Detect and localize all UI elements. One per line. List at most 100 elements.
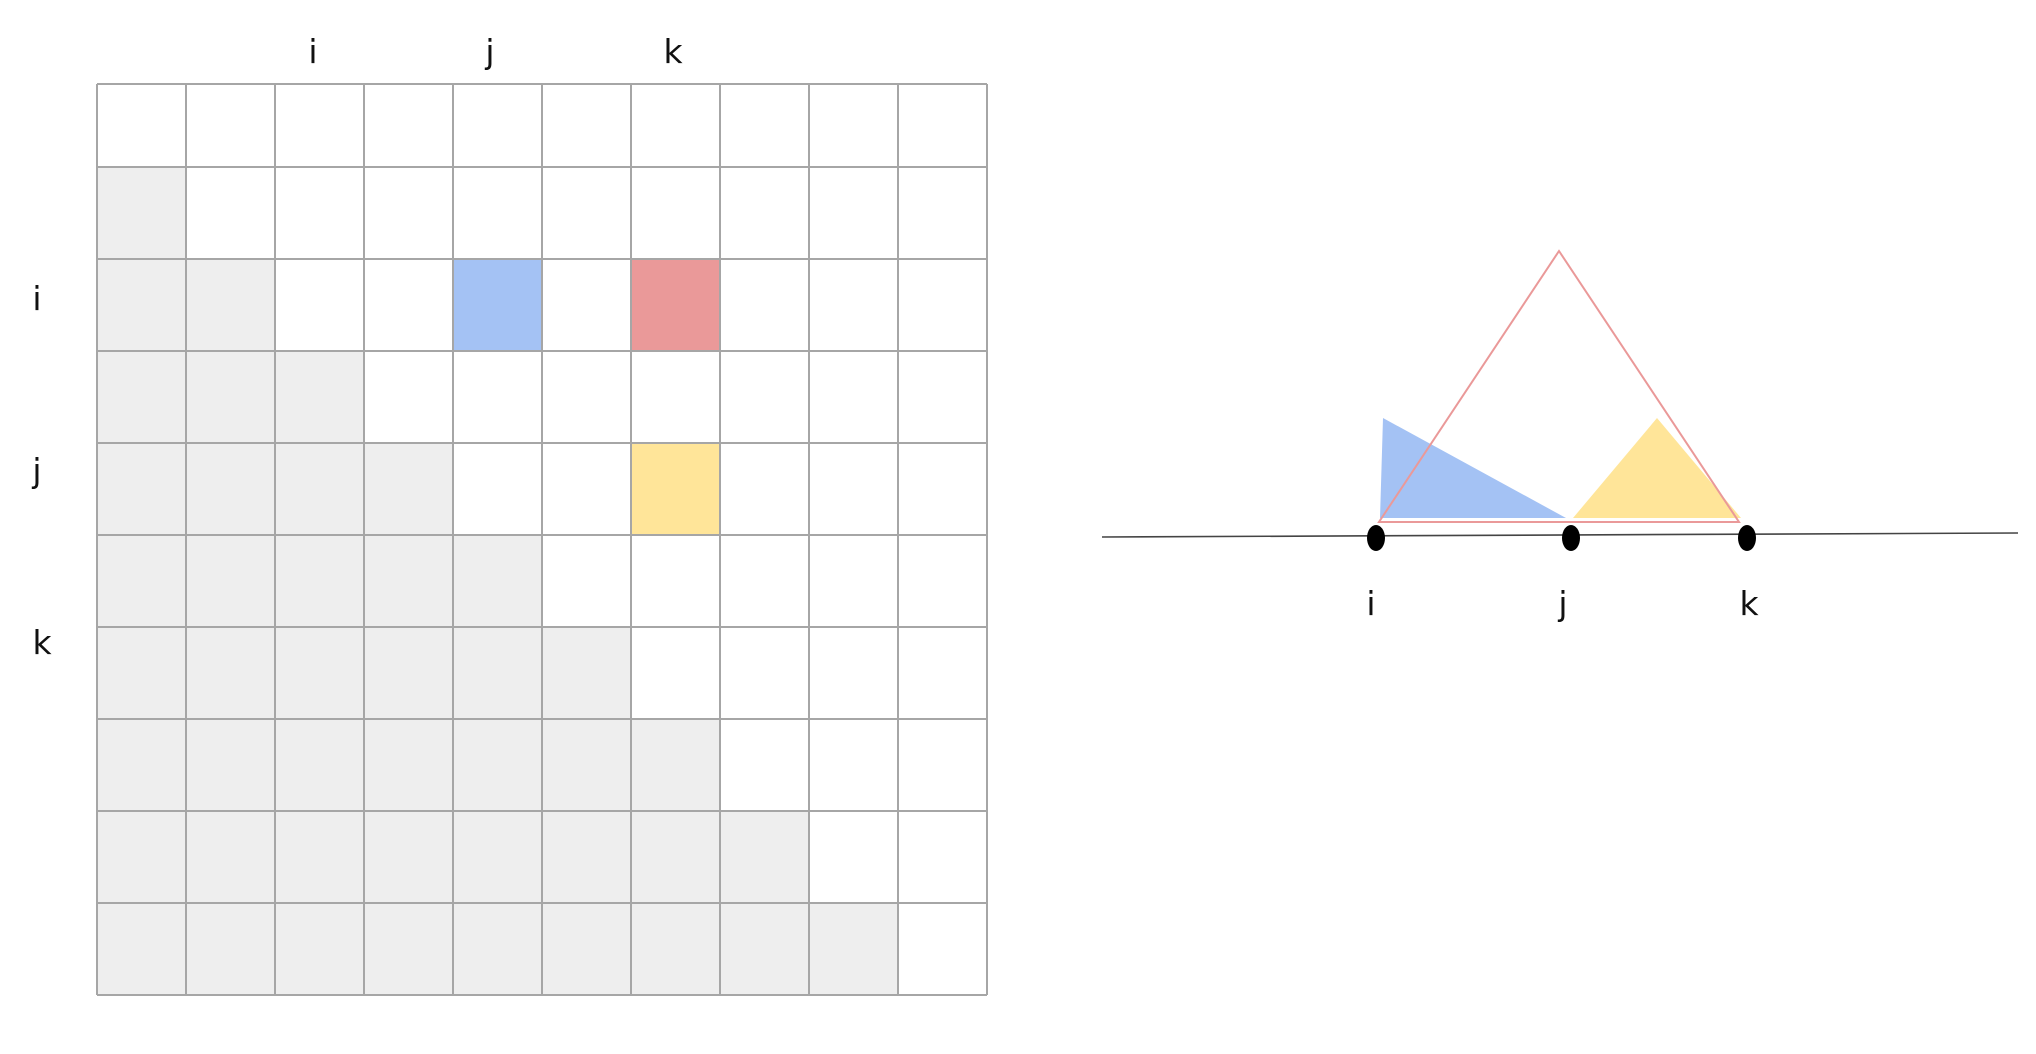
highlighted-cell-border xyxy=(630,442,721,536)
matrix-cell xyxy=(275,811,364,903)
matrix-cell xyxy=(364,811,453,903)
point-label-j: j xyxy=(1557,584,1567,623)
matrix-cell xyxy=(809,84,898,167)
matrix-cell xyxy=(97,167,186,259)
matrix-cell xyxy=(542,811,631,903)
matrix-cell xyxy=(186,167,275,259)
matrix-cell xyxy=(97,535,186,627)
matrix-cell xyxy=(720,259,809,351)
left-subtree-triangle xyxy=(1376,418,1566,518)
matrix-cell xyxy=(453,627,542,719)
matrix-cell xyxy=(275,351,364,443)
matrix-cell xyxy=(453,535,542,627)
matrix-cell xyxy=(809,535,898,627)
matrix-cell xyxy=(720,535,809,627)
matrix-cell xyxy=(186,719,275,811)
highlighted-cell xyxy=(631,259,720,351)
matrix-cell xyxy=(631,84,720,167)
matrix-cell xyxy=(720,903,809,995)
matrix-cell xyxy=(542,535,631,627)
matrix-cell xyxy=(275,903,364,995)
matrix-cell xyxy=(97,719,186,811)
matrix-cell xyxy=(542,627,631,719)
matrix-cell xyxy=(364,84,453,167)
row-label-j: j xyxy=(31,451,41,490)
matrix-cell xyxy=(720,167,809,259)
matrix-cell xyxy=(631,627,720,719)
matrix-cell xyxy=(898,259,987,351)
matrix-cell xyxy=(364,903,453,995)
matrix-cell xyxy=(275,535,364,627)
matrix-cell xyxy=(631,903,720,995)
matrix-cell xyxy=(275,627,364,719)
matrix-cell xyxy=(631,535,720,627)
matrix-cell xyxy=(542,719,631,811)
matrix-cell xyxy=(631,719,720,811)
point-j xyxy=(1562,525,1580,551)
matrix-cell xyxy=(720,443,809,535)
matrix-cell xyxy=(453,84,542,167)
matrix-cell xyxy=(720,84,809,167)
matrix-cell xyxy=(720,351,809,443)
matrix-cell xyxy=(97,259,186,351)
right-subtree-triangle xyxy=(1573,418,1741,518)
matrix-cells xyxy=(97,84,987,995)
matrix-cell xyxy=(720,719,809,811)
matrix-cell xyxy=(364,351,453,443)
matrix-cell xyxy=(97,351,186,443)
matrix-cell xyxy=(364,627,453,719)
matrix-cell xyxy=(809,167,898,259)
matrix-cell xyxy=(275,719,364,811)
matrix-cell xyxy=(809,351,898,443)
point-label-k: k xyxy=(1739,584,1759,623)
point-label-i: i xyxy=(1366,584,1375,623)
matrix-cell xyxy=(364,443,453,535)
matrix-cell xyxy=(720,627,809,719)
matrix-cell xyxy=(186,259,275,351)
matrix-cell xyxy=(898,535,987,627)
matrix-cell xyxy=(542,259,631,351)
matrix-cell xyxy=(898,811,987,903)
matrix-cell xyxy=(453,719,542,811)
matrix-grid-lines xyxy=(96,83,988,996)
highlighted-cell-border xyxy=(630,258,721,352)
matrix-cell xyxy=(809,627,898,719)
matrix-cell xyxy=(631,167,720,259)
matrix-cell xyxy=(97,627,186,719)
matrix-cell xyxy=(186,903,275,995)
point-k xyxy=(1738,525,1756,551)
matrix-cell xyxy=(275,443,364,535)
matrix-cell xyxy=(542,443,631,535)
matrix-cell xyxy=(186,627,275,719)
column-label-j: j xyxy=(484,32,494,71)
matrix-cell xyxy=(364,259,453,351)
matrix-cell xyxy=(720,811,809,903)
matrix-cell xyxy=(809,443,898,535)
matrix-cell xyxy=(898,443,987,535)
matrix-cell xyxy=(364,167,453,259)
matrix-cell xyxy=(97,903,186,995)
matrix-cell xyxy=(898,84,987,167)
matrix-cell xyxy=(186,811,275,903)
outer-triangle xyxy=(1377,249,1741,523)
matrix-cell xyxy=(97,443,186,535)
number-line xyxy=(1101,532,2019,538)
column-label-k: k xyxy=(663,32,683,71)
matrix-cell xyxy=(453,351,542,443)
matrix-cell xyxy=(97,84,186,167)
matrix-cell xyxy=(97,811,186,903)
matrix-cell xyxy=(453,443,542,535)
matrix-cell xyxy=(809,259,898,351)
matrix-cell xyxy=(275,259,364,351)
matrix-cell xyxy=(186,351,275,443)
matrix-cell xyxy=(186,443,275,535)
matrix-cell xyxy=(186,84,275,167)
matrix-cell xyxy=(275,84,364,167)
matrix-cell xyxy=(364,535,453,627)
matrix-cell xyxy=(898,627,987,719)
matrix-cell xyxy=(898,903,987,995)
matrix-cell xyxy=(453,167,542,259)
matrix-cell xyxy=(542,351,631,443)
matrix-cell xyxy=(631,351,720,443)
